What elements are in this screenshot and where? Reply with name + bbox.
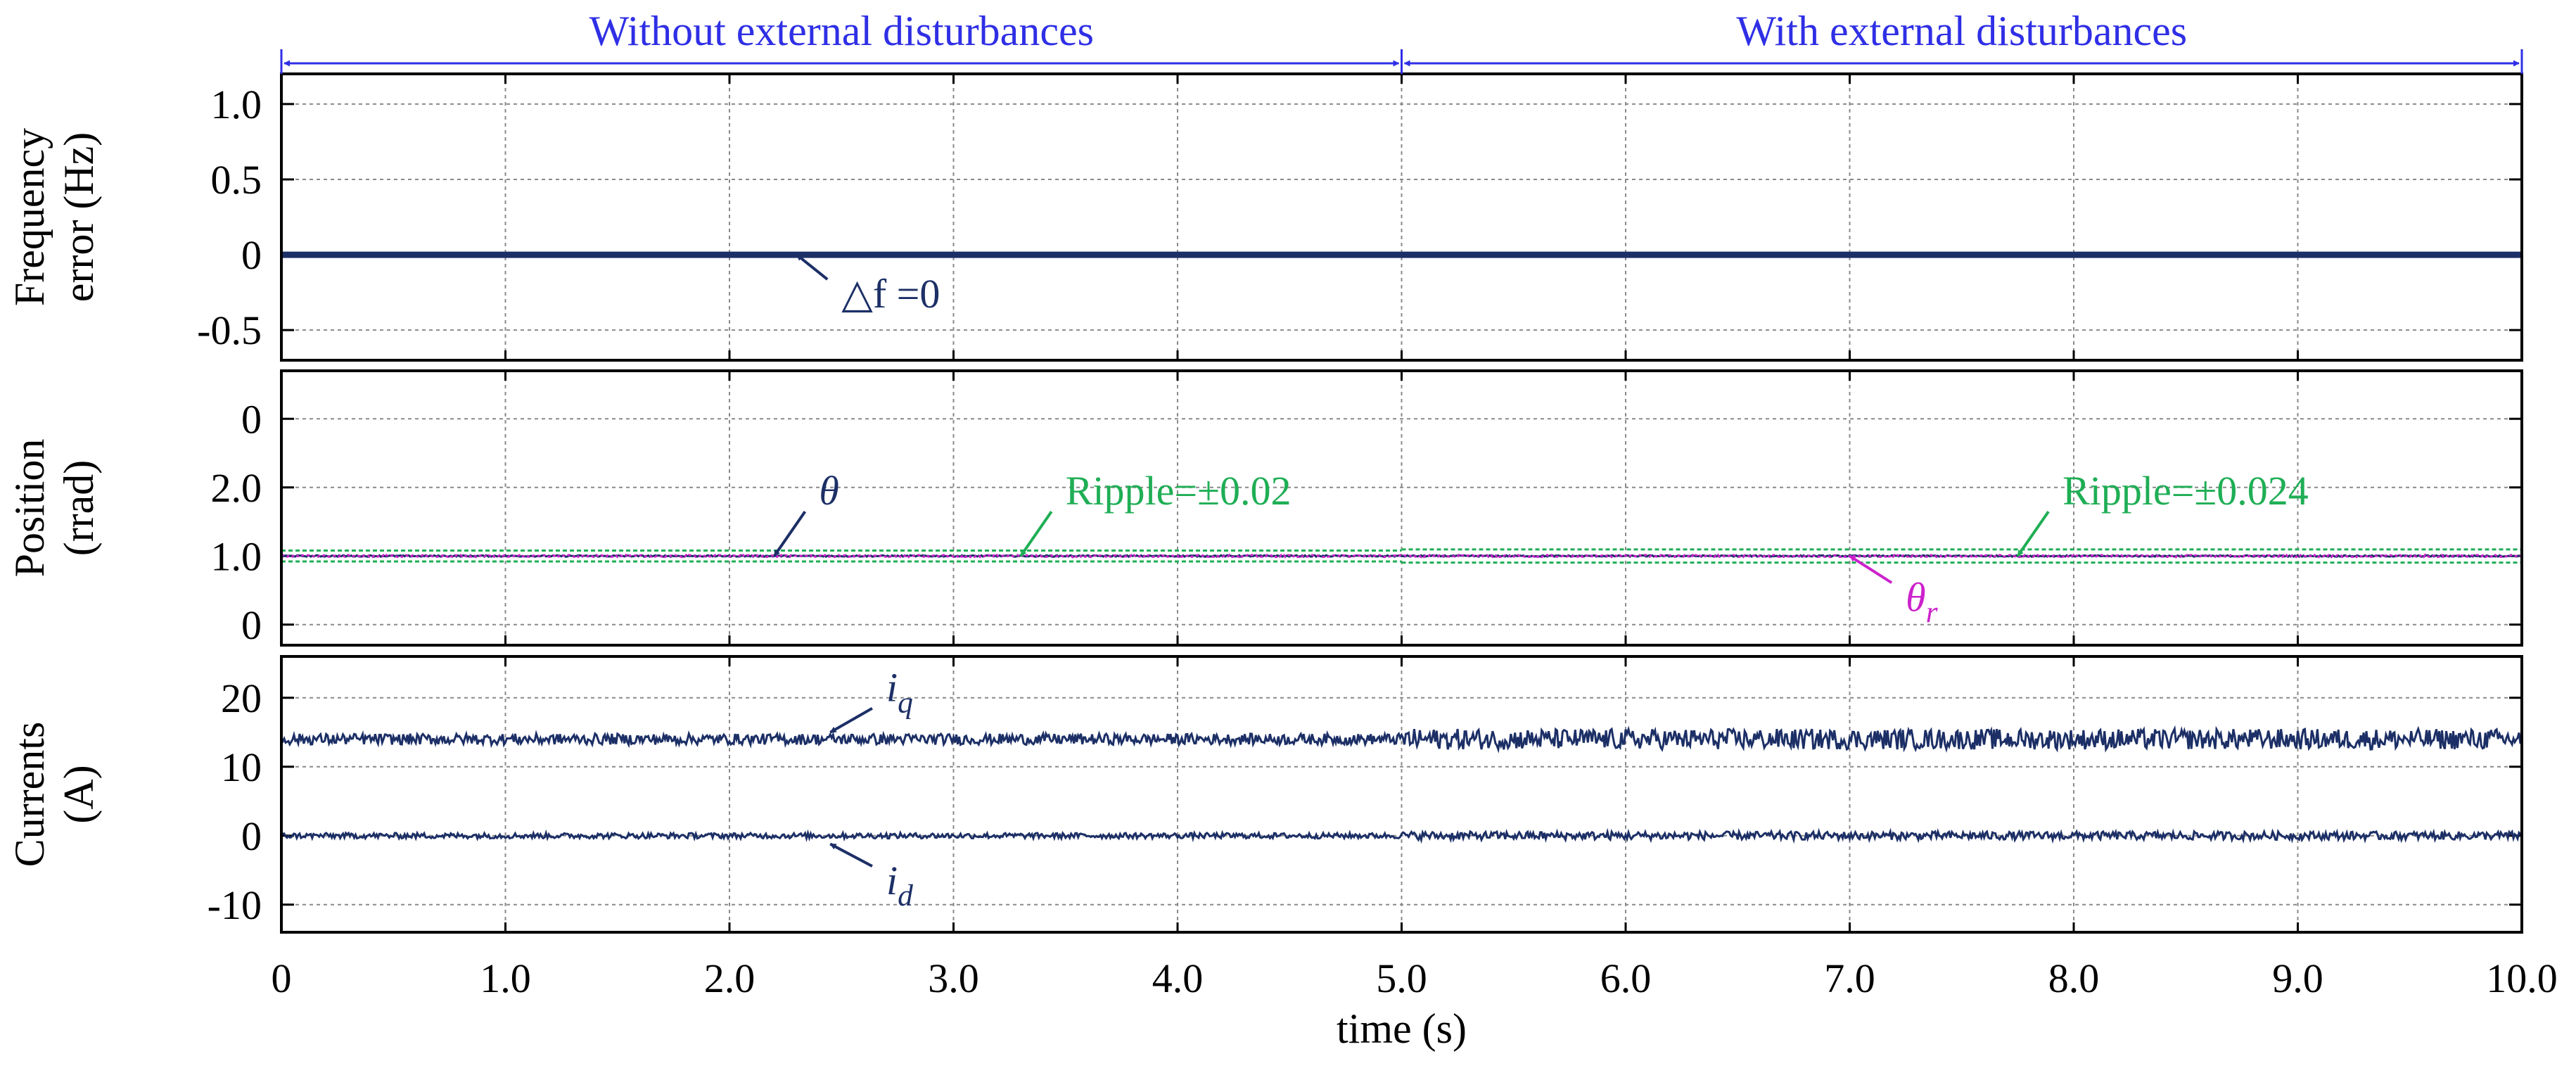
y-tick-label: 1.0: [211, 82, 262, 127]
x-tick-label: 0: [272, 955, 292, 1001]
annotation-label: iq: [886, 665, 913, 720]
x-tick-label: 1.0: [480, 955, 531, 1001]
annotation-label: △f =0: [841, 271, 940, 317]
x-axis-label: time (s): [1337, 1005, 1467, 1052]
y-axis-label: Position: [6, 439, 53, 578]
x-tick-label: 4.0: [1152, 955, 1204, 1001]
annotation-arrow: [2016, 510, 2050, 557]
x-tick-label: 9.0: [2272, 955, 2323, 1001]
annotation-label: Ripple=±0.02: [1066, 468, 1292, 514]
x-tick-label: 7.0: [1824, 955, 1875, 1001]
annotation-arrow: [829, 842, 873, 868]
y-tick-label: 20: [221, 675, 262, 721]
y-tick-label: -10: [208, 882, 262, 928]
panel-position: 0 2.0 1.0 0 θ Ripple=±0.02 Ripple=±0.024: [211, 369, 2523, 648]
panel-frame: [280, 655, 2523, 934]
annotation-arrow: [796, 253, 829, 281]
x-tick-label: 6.0: [1600, 955, 1652, 1001]
annotation-arrow: [1849, 554, 1893, 584]
y-tick-label: 1.0: [211, 533, 262, 579]
y-axis-label: (rrad): [56, 460, 102, 557]
y-tick-label: 0: [241, 232, 262, 278]
panel-currents: 20 10 0 -10: [208, 655, 2523, 934]
annotation-arrow: [829, 706, 873, 734]
series-line-currents-0: [280, 725, 2523, 754]
y-tick-label: 10: [221, 744, 262, 790]
x-tick-label: 2.0: [704, 955, 755, 1001]
segment-label: With external disturbances: [1736, 8, 2187, 54]
segment-label: Without external disturbances: [589, 8, 1094, 54]
series-line-position-1: [281, 553, 2523, 559]
annotation-label: θr: [1906, 574, 1939, 629]
panel-frequency: 1.0 0.5 0 -0.5 △f =0: [197, 72, 2523, 362]
annotation-arrow: [773, 510, 807, 557]
y-tick-label: 0.5: [211, 157, 262, 203]
y-tick-label: 0: [241, 396, 262, 442]
y-axis-label: error (Hz): [56, 132, 102, 303]
y-tick-label: 0: [241, 602, 262, 648]
y-tick-label: -0.5: [197, 307, 262, 353]
y-axis-label: (A): [56, 765, 102, 823]
x-tick-label: 3.0: [928, 955, 979, 1001]
annotation-label: id: [886, 858, 913, 913]
x-tick-label: 8.0: [2048, 955, 2100, 1001]
series-line-currents-1: [281, 827, 2523, 844]
y-tick-label: 2.0: [211, 465, 262, 511]
x-tick-label: 10.0: [2486, 955, 2558, 1001]
y-axis-label: Frequency: [6, 128, 53, 306]
annotation-arrow: [1019, 510, 1053, 557]
annotation-label: Ripple=±0.024: [2062, 468, 2309, 514]
annotation-label: θ: [819, 468, 839, 514]
x-tick-label: 5.0: [1376, 955, 1427, 1001]
y-axis-label: Currents: [6, 722, 53, 868]
y-tick-label: 0: [241, 813, 262, 859]
panel-frame: [280, 369, 2523, 647]
